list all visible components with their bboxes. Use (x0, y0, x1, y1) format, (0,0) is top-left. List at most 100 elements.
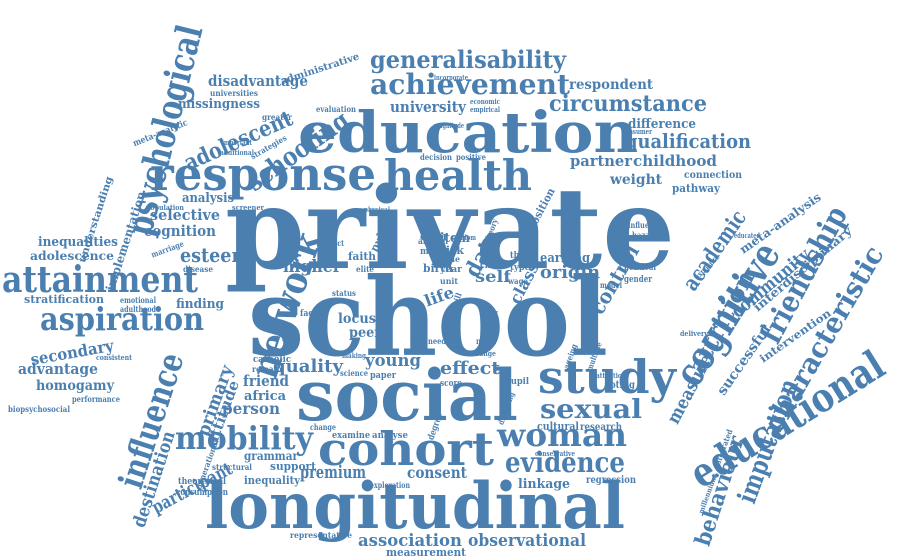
word-third: third (510, 251, 533, 261)
word-sexual: sexual (540, 395, 642, 425)
word-adolescence: adolescence (30, 249, 114, 263)
word-type: type (510, 263, 530, 273)
word-administrative: administrative (279, 51, 360, 87)
word-selective: selective (150, 206, 220, 224)
word-longitudinal: longitudinal (205, 469, 625, 544)
word-faith: faith (348, 250, 376, 263)
word-gender: gender (624, 275, 652, 285)
word-measurement: measurement (386, 546, 467, 558)
word-missingness: missingness (178, 97, 260, 112)
word-change: change (310, 422, 336, 432)
word-consumption: consumption (176, 488, 228, 498)
word-evidence: evidence (505, 446, 625, 479)
word-private: private (225, 164, 675, 295)
word-peer: peer (349, 325, 382, 341)
word-catholic: catholic (253, 355, 291, 365)
word-weight: weight (609, 172, 663, 188)
word-health: health (384, 151, 532, 200)
word-aspiration: aspiration (40, 300, 204, 338)
word-respondent: respondent (569, 77, 654, 93)
word-woman: woman (496, 416, 627, 454)
word-voting: voting (604, 380, 635, 391)
word-finding: finding (176, 297, 224, 312)
word-inequalities: inequalities (38, 235, 118, 250)
word-additional: additional (220, 148, 254, 157)
word-attainment: attainment (2, 259, 198, 301)
word-friend: friend (243, 372, 289, 390)
word-model: model (600, 280, 622, 290)
word-screener: screener (232, 203, 264, 212)
word-remain: remain (252, 364, 282, 374)
word-observational: observational (468, 531, 586, 551)
word-attention: attention (596, 371, 626, 380)
word-political: political (624, 263, 656, 273)
word-partner: partner (570, 152, 633, 170)
word-norm: norm (476, 336, 496, 346)
word-physical: physical (364, 205, 390, 214)
word-exploration: exploration (370, 480, 410, 490)
word-response: response (150, 147, 376, 201)
word-delivery: delivery (680, 329, 709, 338)
word-educated: educated (734, 231, 760, 240)
word-circumstance: circumstance (549, 91, 707, 117)
word-risk: risk (440, 244, 464, 257)
word-elite: elite (356, 264, 374, 274)
word-impact: impact (320, 238, 344, 248)
word-adulthood: adulthood (120, 304, 156, 314)
word-important: important (222, 138, 253, 147)
word-structural: structural (212, 462, 252, 472)
word-mobility: mobility (175, 419, 314, 457)
word-positive: positive (456, 152, 486, 162)
word-more: more (420, 247, 444, 257)
word-science: science (340, 368, 368, 378)
word-cohort: cohort (318, 422, 495, 476)
word-condom: condom (452, 233, 476, 242)
word-disease: disease (183, 264, 213, 274)
word-birth: birth (423, 262, 453, 275)
word-self: self (475, 267, 512, 286)
word-child: child (480, 261, 503, 271)
word-consent: consent (407, 463, 468, 482)
word-school: school (248, 255, 608, 381)
word-cultural: cultural (537, 420, 579, 433)
word-biopsychosocial: biopsychosocial (8, 404, 70, 414)
word-disadvantage: disadvantage (208, 72, 308, 90)
word-analyse: analyse (372, 431, 408, 441)
word-performance: performance (72, 394, 120, 404)
word-hazard: hazard (632, 230, 658, 240)
word-unit: unit (440, 276, 458, 286)
word-emotional: emotional (120, 295, 156, 305)
word-african: african (418, 236, 448, 246)
word-origin: origin (540, 262, 600, 283)
word-influence-small: influence (628, 220, 662, 230)
word-factor: factor (300, 309, 326, 319)
word-evaluation: evaluation (316, 104, 356, 114)
word-association: association (358, 531, 462, 551)
word-incorporate: incorporate (434, 73, 468, 82)
word-making: making (342, 351, 366, 360)
word-premium: premium (300, 462, 366, 483)
word-childhood: childhood (633, 152, 718, 170)
word-africa: africa (244, 389, 287, 404)
word-higher: higher (283, 257, 342, 277)
word-need: need (428, 336, 446, 346)
word-young: young (364, 351, 421, 371)
word-locus: locus (338, 311, 376, 327)
word-conservative: conservative (535, 449, 575, 458)
word-person: person (222, 399, 280, 418)
word-cognition: cognition (144, 222, 216, 240)
word-year: year (439, 265, 462, 275)
word-research: research (580, 422, 623, 433)
word-range: range (476, 349, 496, 358)
word-economic: economic (470, 97, 500, 106)
word-decision: decision (420, 152, 452, 162)
word-pupil: pupil (505, 377, 530, 387)
word-study: study (538, 350, 677, 404)
word-homogamy: homogamy (36, 378, 115, 394)
word-paper: paper (370, 371, 396, 381)
word-generalisability: generalisability (370, 45, 567, 74)
word-wage: wage (507, 276, 528, 286)
word-stratification: stratification (24, 293, 104, 306)
